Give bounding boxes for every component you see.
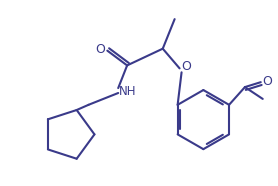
Text: O: O bbox=[182, 60, 192, 73]
Text: O: O bbox=[95, 43, 105, 56]
Text: O: O bbox=[263, 75, 273, 88]
Text: NH: NH bbox=[119, 84, 137, 97]
